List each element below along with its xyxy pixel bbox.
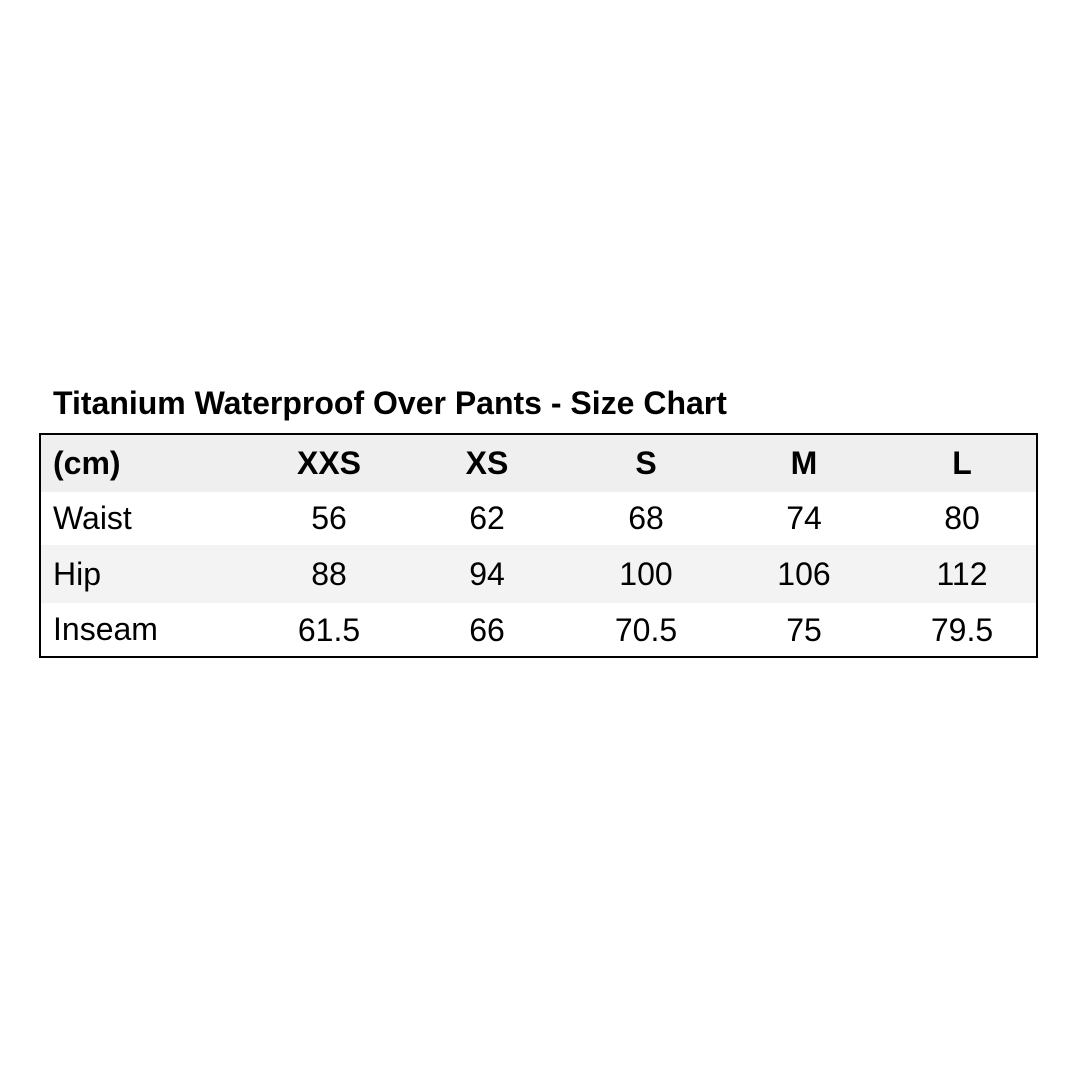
- table-cell: 79.5: [930, 612, 994, 648]
- table-cell: 56: [311, 500, 347, 536]
- size-header-xs: XS: [465, 445, 509, 481]
- unit-header: (cm): [53, 445, 121, 481]
- size-header-m: M: [790, 445, 818, 481]
- table-cell: 74: [786, 500, 822, 536]
- table-cell: 112: [936, 555, 988, 592]
- table-cell: 68: [628, 500, 664, 536]
- page-title: Titanium Waterproof Over Pants - Size Ch…: [53, 385, 727, 421]
- table-cell: 61.5: [297, 612, 361, 648]
- table-cell: 106: [777, 555, 831, 592]
- size-header-l: L: [952, 445, 972, 481]
- row-label: Hip: [53, 555, 102, 592]
- table-cell: 75: [786, 612, 822, 648]
- table-row: Inseam 61.5 66 70.5 75 79.5: [41, 603, 1036, 656]
- table-cell: 70.5: [614, 612, 678, 648]
- table-cell: 100: [619, 555, 673, 592]
- size-chart-table: (cm) XXS XS S M L Waist 56 62 68 74 80 H…: [39, 433, 1038, 658]
- size-header-xxs: XXS: [296, 445, 362, 481]
- table-header-row: (cm) XXS XS S M L: [41, 435, 1036, 492]
- size-header-s: S: [635, 445, 657, 481]
- table-cell: 88: [311, 555, 347, 592]
- table-cell: 80: [944, 500, 980, 536]
- table-row: Hip 88 94 100 106 112: [41, 545, 1036, 603]
- table-cell: 66: [469, 612, 505, 648]
- table-row: Waist 56 62 68 74 80: [41, 492, 1036, 545]
- table-cell: 94: [469, 555, 505, 592]
- row-label: Waist: [53, 500, 132, 536]
- row-label: Inseam: [53, 611, 158, 647]
- table-cell: 62: [469, 500, 505, 536]
